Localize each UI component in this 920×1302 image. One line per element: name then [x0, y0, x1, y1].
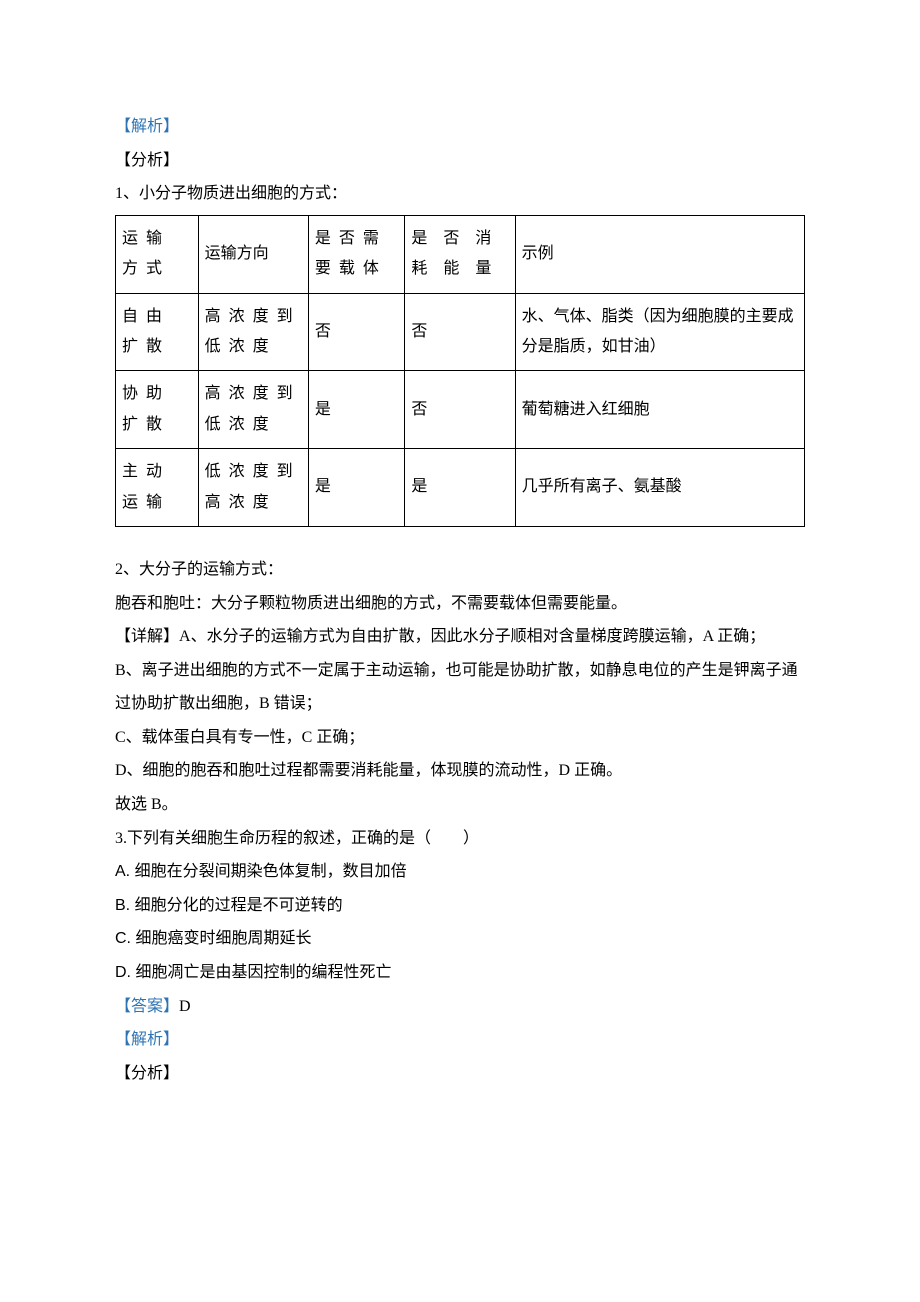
- cell: 葡萄糖进入红细胞: [515, 371, 804, 449]
- table-row: 主动运输 低浓度到高浓度 是 是 几乎所有离子、氨基酸: [116, 449, 805, 527]
- answer-head: 【答案】: [115, 998, 179, 1015]
- cell: 否: [405, 293, 515, 371]
- th-example: 示例: [515, 215, 804, 293]
- cell: 是: [308, 449, 404, 527]
- q3-analysis-heading: 【解析】: [115, 1023, 805, 1057]
- q3-option-a: A. 细胞在分裂间期染色体复制，数目加倍: [115, 855, 805, 889]
- cell: 否: [405, 371, 515, 449]
- intro-small-molecule: 1、小分子物质进出细胞的方式：: [115, 177, 805, 211]
- detail-line: 【详解】A、水分子的运输方式为自由扩散，因此水分子顺相对含量梯度跨膜运输，A 正…: [115, 620, 805, 654]
- q3-option-b: B. 细胞分化的过程是不可逆转的: [115, 889, 805, 923]
- cell: 低浓度到高浓度: [198, 449, 308, 527]
- cell: 是: [405, 449, 515, 527]
- detail-a: A、水分子的运输方式为自由扩散，因此水分子顺相对含量梯度跨膜运输，A 正确；: [179, 628, 765, 645]
- th-energy: 是否消耗能量: [405, 215, 515, 293]
- q3-answer-line: 【答案】D: [115, 990, 805, 1024]
- intro-big-molecule: 2、大分子的运输方式：: [115, 553, 805, 587]
- fenxi-heading: 【分析】: [115, 144, 805, 178]
- q3-option-d: D. 细胞凋亡是由基因控制的编程性死亡: [115, 956, 805, 990]
- cell: 自由扩散: [116, 293, 199, 371]
- cell: 几乎所有离子、氨基酸: [515, 449, 804, 527]
- q3-fenxi-heading: 【分析】: [115, 1057, 805, 1091]
- cell: 主动运输: [116, 449, 199, 527]
- analysis-heading: 【解析】: [115, 110, 805, 144]
- th-mode: 运输方式: [116, 215, 199, 293]
- detail-c: C、载体蛋白具有专一性，C 正确；: [115, 721, 805, 755]
- table-row: 运输方式 运输方向 是否需要载体 是否消耗能量 示例: [116, 215, 805, 293]
- detail-pick: 故选 B。: [115, 788, 805, 822]
- cell: 水、气体、脂类（因为细胞膜的主要成分是脂质，如甘油）: [515, 293, 804, 371]
- detail-d: D、细胞的胞吞和胞吐过程都需要消耗能量，体现膜的流动性，D 正确。: [115, 754, 805, 788]
- th-direction: 运输方向: [198, 215, 308, 293]
- table-row: 自由扩散 高浓度到低浓度 否 否 水、气体、脂类（因为细胞膜的主要成分是脂质，如…: [116, 293, 805, 371]
- q3-option-c: C. 细胞癌变时细胞周期延长: [115, 922, 805, 956]
- table-row: 协助扩散 高浓度到低浓度 是 否 葡萄糖进入红细胞: [116, 371, 805, 449]
- detail-head: 【详解】: [115, 628, 179, 645]
- th-carrier: 是否需要载体: [308, 215, 404, 293]
- cell: 高浓度到低浓度: [198, 371, 308, 449]
- big-molecule-desc: 胞吞和胞吐：大分子颗粒物质进出细胞的方式，不需要载体但需要能量。: [115, 587, 805, 621]
- cell: 否: [308, 293, 404, 371]
- cell: 是: [308, 371, 404, 449]
- q3-stem: 3.下列有关细胞生命历程的叙述，正确的是（ ）: [115, 822, 805, 856]
- cell: 协助扩散: [116, 371, 199, 449]
- cell: 高浓度到低浓度: [198, 293, 308, 371]
- q3-answer: D: [179, 998, 191, 1015]
- detail-b: B、离子进出细胞的方式不一定属于主动运输，也可能是协助扩散，如静息电位的产生是钾…: [115, 654, 805, 721]
- transport-table: 运输方式 运输方向 是否需要载体 是否消耗能量 示例 自由扩散 高浓度到低浓度 …: [115, 215, 805, 527]
